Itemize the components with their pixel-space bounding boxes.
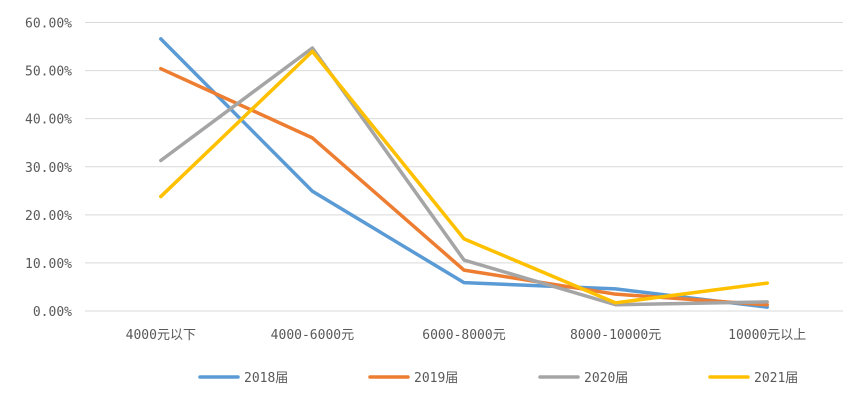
y-tick-label: 10.00% (25, 257, 72, 272)
series-line-2018届 (159, 37, 769, 309)
legend-label: 2019届 (414, 371, 458, 386)
y-tick-label: 20.00% (25, 209, 72, 224)
y-tick-label: 0.00% (33, 305, 72, 320)
x-tick-label: 4000元以下 (126, 328, 196, 343)
x-tick-label: 6000-8000元 (422, 328, 505, 343)
y-tick-label: 60.00% (25, 17, 72, 32)
x-tick-label: 8000-10000元 (570, 328, 661, 343)
legend-label: 2021届 (754, 371, 798, 386)
x-tick-label: 4000-6000元 (271, 328, 354, 343)
legend-label: 2018届 (244, 371, 288, 386)
y-tick-label: 30.00% (25, 161, 72, 176)
series-lines (159, 37, 769, 309)
series-line-2021届 (159, 49, 769, 305)
x-axis-ticks: 4000元以下 4000-6000元 6000-8000元 8000-10000元 10… (126, 328, 807, 343)
series-line-2020届 (159, 46, 769, 307)
series-line-2019届 (159, 66, 769, 307)
y-tick-label: 40.00% (25, 113, 72, 128)
legend-label: 2020届 (584, 371, 628, 386)
x-tick-label: 10000元以上 (728, 328, 806, 343)
legend: 2018届 2019届 2020届 2021届 (198, 371, 798, 386)
y-axis-ticks: 0.00% 10.00% 20.00% 30.00% 40.00% 50.00% 60.00… (25, 17, 72, 321)
gridlines (85, 22, 843, 312)
y-tick-label: 50.00% (25, 65, 72, 80)
